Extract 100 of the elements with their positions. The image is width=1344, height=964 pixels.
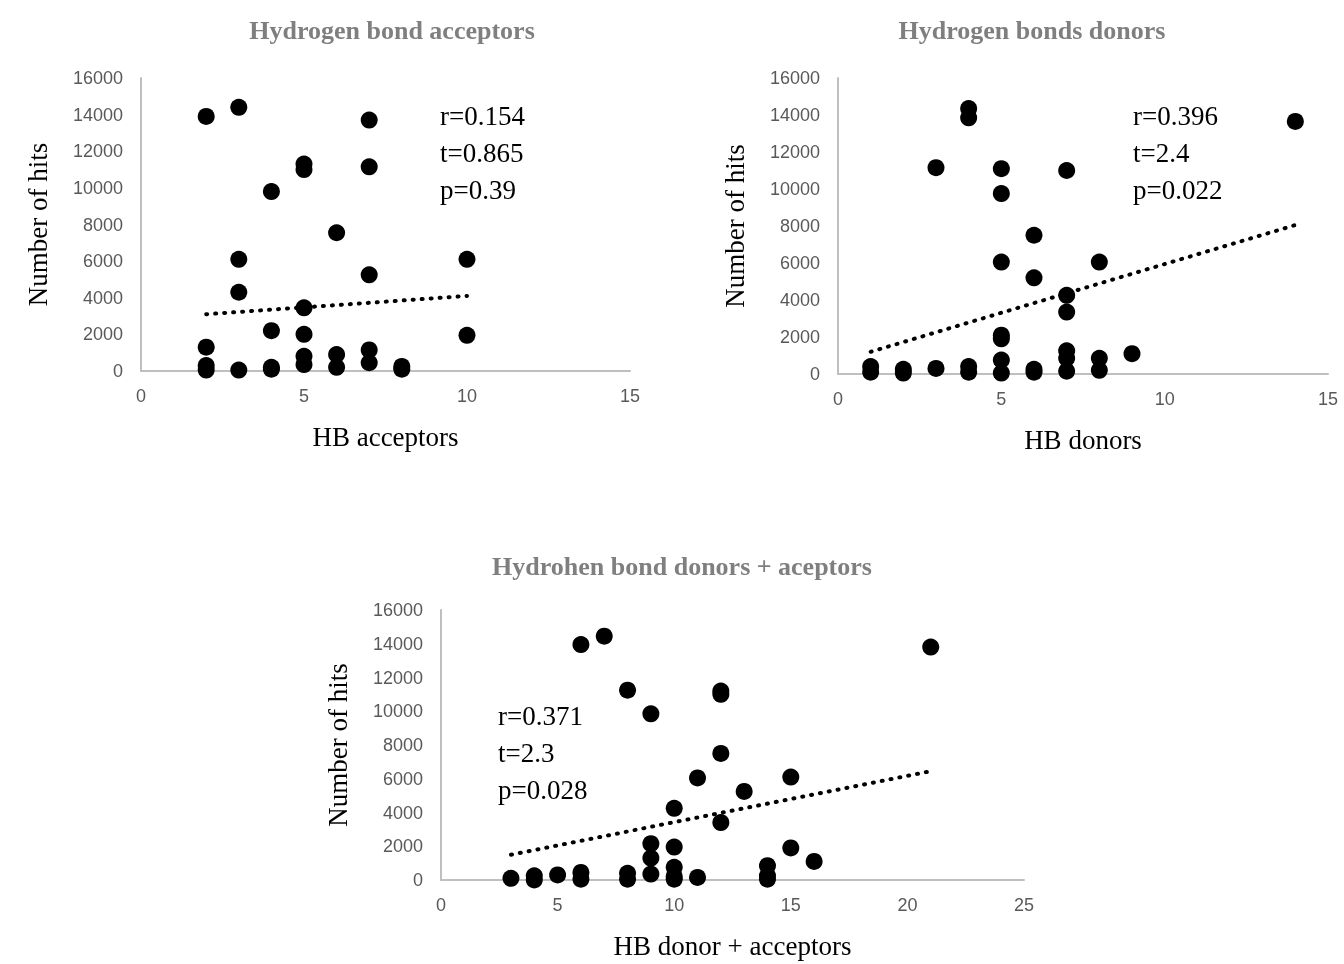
point <box>197 338 215 356</box>
x-tick-label: 15 <box>619 386 641 406</box>
y-tick-label: 0 <box>809 364 820 384</box>
point <box>712 744 730 762</box>
point <box>689 769 707 787</box>
y-tick-label: 6000 <box>82 251 123 272</box>
point <box>230 250 248 268</box>
x-tick-label: 5 <box>298 386 310 406</box>
point <box>595 627 613 645</box>
x-axis-title: HB donor + acceptors <box>613 930 852 961</box>
point <box>1058 286 1076 304</box>
point <box>230 98 248 116</box>
x-tick-label: 15 <box>780 895 801 915</box>
annotation: t=2.3 <box>498 737 555 768</box>
y-tick-label: 6000 <box>382 768 423 789</box>
annotation: p=0.028 <box>498 774 588 805</box>
annotation: r=0.154 <box>440 100 526 131</box>
x-tick-label: 5 <box>552 895 563 915</box>
point <box>619 681 637 699</box>
point <box>230 283 248 301</box>
y-tick-label: 0 <box>112 361 123 381</box>
annotation: t=2.4 <box>1133 137 1190 168</box>
chart-title: Hydrogen bond acceptors <box>249 15 535 45</box>
y-tick-label: 12000 <box>72 141 123 162</box>
x-tick-label: 20 <box>897 895 918 915</box>
y-tick-label: 14000 <box>372 633 423 654</box>
y-tick-label: 16000 <box>769 68 820 88</box>
point <box>712 814 730 832</box>
point <box>549 866 567 884</box>
y-tick-label: 14000 <box>72 104 123 125</box>
point <box>360 111 378 129</box>
point <box>927 159 945 177</box>
chart-title: Hydrogen bonds donors <box>898 15 1166 45</box>
y-tick-label: 16000 <box>372 600 423 620</box>
x-tick-label: 10 <box>1154 389 1175 409</box>
y-tick-label: 2000 <box>382 836 423 857</box>
point <box>502 869 520 887</box>
x-axis-title: HB acceptors <box>312 421 459 452</box>
y-tick-label: 8000 <box>382 735 423 755</box>
point <box>1058 303 1076 321</box>
point <box>1090 253 1108 271</box>
y-tick-label: 16000 <box>72 68 123 88</box>
x-tick-label: 0 <box>435 895 447 915</box>
y-tick-label: 0 <box>412 870 423 890</box>
y-tick-label: 10000 <box>769 179 820 199</box>
point <box>458 326 476 344</box>
point <box>927 359 945 377</box>
x-tick-label: 15 <box>1317 389 1339 409</box>
y-tick-label: 8000 <box>82 214 123 235</box>
point <box>642 835 660 853</box>
point <box>782 839 800 857</box>
point <box>992 160 1010 178</box>
point <box>689 868 707 886</box>
point <box>1025 226 1043 244</box>
point <box>262 322 280 340</box>
point <box>230 361 248 379</box>
annotation: p=0.022 <box>1133 174 1223 205</box>
point <box>1058 162 1076 179</box>
point <box>735 782 753 800</box>
x-tick-label: 0 <box>135 386 147 406</box>
point <box>642 865 660 883</box>
x-tick-label: 25 <box>1013 895 1035 915</box>
point <box>665 799 683 817</box>
annotation: r=0.396 <box>1133 100 1218 131</box>
annotation: p=0.39 <box>440 174 516 205</box>
y-tick-label: 10000 <box>372 701 423 722</box>
y-tick-label: 12000 <box>769 142 820 162</box>
point <box>458 250 476 268</box>
y-tick-label: 6000 <box>779 253 820 273</box>
point <box>1123 345 1141 363</box>
point <box>992 364 1010 382</box>
x-tick-label: 5 <box>996 389 1007 409</box>
point <box>665 838 683 856</box>
annotation: r=0.371 <box>498 700 583 731</box>
point <box>805 852 823 870</box>
x-tick-label: 10 <box>456 386 478 406</box>
y-axis-title: Number of hits <box>719 144 750 308</box>
y-tick-label: 4000 <box>382 802 423 823</box>
chart-title: Hydrohen bond donors + aceptors <box>492 551 872 581</box>
point <box>197 107 215 125</box>
point <box>572 636 590 654</box>
y-tick-label: 4000 <box>82 287 123 308</box>
point <box>262 183 280 201</box>
point <box>328 224 346 242</box>
point <box>295 299 313 317</box>
y-tick-label: 8000 <box>779 216 820 236</box>
x-tick-label: 0 <box>832 389 844 409</box>
y-tick-label: 10000 <box>72 177 123 198</box>
y-tick-label: 2000 <box>82 324 123 345</box>
point <box>1058 362 1076 380</box>
y-tick-label: 14000 <box>769 105 820 125</box>
point <box>360 266 378 284</box>
x-axis-title: HB donors <box>1024 424 1142 455</box>
point <box>1025 269 1043 287</box>
y-tick-label: 4000 <box>779 290 820 310</box>
x-tick-label: 10 <box>664 895 685 915</box>
point <box>992 253 1010 271</box>
point <box>360 158 378 176</box>
point <box>1286 112 1304 130</box>
point <box>782 768 800 786</box>
